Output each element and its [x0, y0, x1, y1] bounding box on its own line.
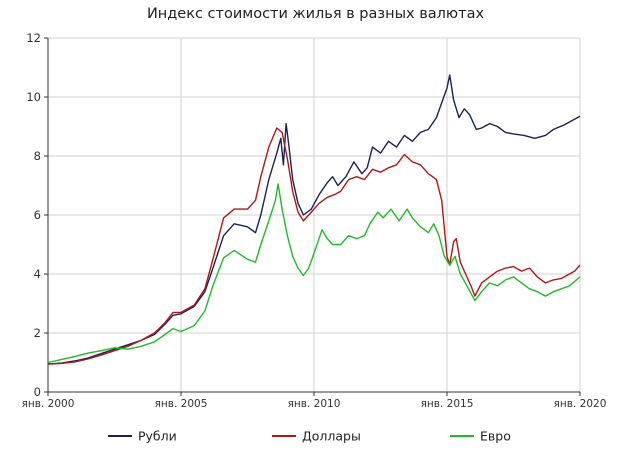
legend-label: Доллары [302, 429, 361, 444]
x-tick-label: янв. 2015 [421, 398, 474, 410]
x-tick-label: янв. 2000 [22, 398, 75, 410]
series-line-2 [47, 127, 581, 365]
y-tick-label: 6 [34, 208, 41, 222]
y-tick-label: 4 [34, 267, 41, 281]
series-line-3 [47, 183, 581, 364]
x-tick-label: янв. 2005 [155, 398, 208, 410]
y-tick-label: 2 [34, 326, 41, 340]
y-tick-label: 0 [34, 385, 41, 399]
legend-label: Евро [480, 429, 511, 444]
x-tick-label: янв. 2020 [554, 398, 607, 410]
legend-label: Рубли [138, 429, 177, 444]
y-tick-label: 8 [34, 149, 41, 163]
chart-title: Индекс стоимости жилья в разных валютах [146, 6, 485, 22]
y-tick-label: 12 [26, 31, 41, 45]
series-line-1 [47, 74, 581, 365]
x-tick-label: янв. 2010 [288, 398, 341, 410]
y-tick-label: 10 [26, 90, 41, 104]
